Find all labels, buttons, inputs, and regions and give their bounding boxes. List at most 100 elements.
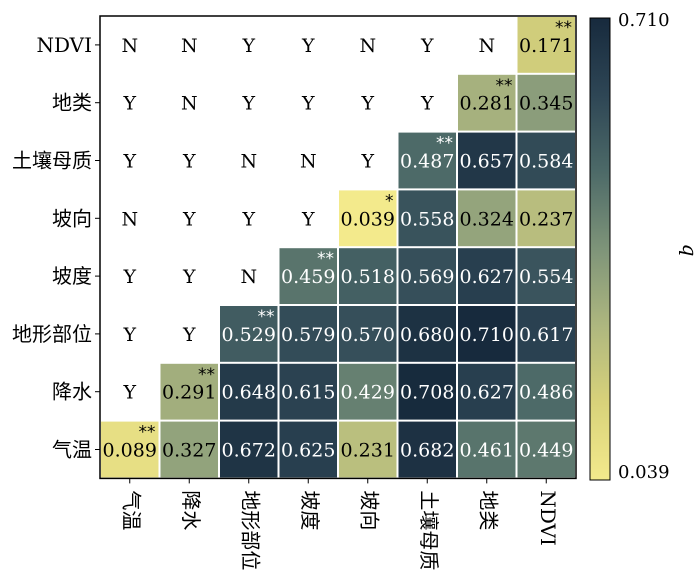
heatmap-cell [101, 421, 159, 478]
row-label: 气温 [52, 438, 92, 462]
heatmap-cell [458, 363, 516, 420]
cell-yn-label: Y [122, 93, 136, 115]
heatmap-cell [339, 421, 397, 478]
column-label: NDVI [536, 490, 560, 546]
heatmap-cell [517, 190, 575, 247]
heatmap-cell [517, 17, 575, 73]
cell-value-label: 0.461 [460, 440, 514, 462]
cell-value-label: 0.171 [519, 35, 573, 57]
cell-value-label: 0.089 [103, 440, 157, 462]
column-label: 气温 [119, 490, 143, 530]
cell-yn-label: N [240, 266, 257, 288]
cell-yn-label: Y [360, 151, 374, 173]
column-label: 地形部位 [238, 490, 262, 570]
heatmap-cell [220, 306, 278, 362]
heatmap-cell [160, 363, 218, 420]
cell-yn-label: Y [241, 208, 255, 230]
significance-marker: ** [139, 423, 156, 443]
heatmap-cell [220, 363, 278, 420]
cell-value-label: 0.625 [281, 440, 335, 462]
cell-value-label: 0.554 [519, 266, 573, 288]
heatmap-cell [339, 248, 397, 304]
row-label: 地类 [52, 91, 92, 115]
cell-value-label: 0.708 [400, 382, 454, 404]
cell-yn-label: Y [182, 266, 196, 288]
cell-value-label: 0.710 [460, 324, 514, 346]
cell-value-label: 0.617 [519, 324, 573, 346]
cell-value-label: 0.672 [222, 440, 276, 462]
heatmap-cell [279, 363, 337, 420]
cell-value-label: 0.680 [400, 324, 454, 346]
significance-marker: ** [198, 365, 215, 385]
heatmap-cell [517, 306, 575, 362]
row-label: 坡向 [52, 206, 92, 230]
cell-yn-label: Y [182, 151, 196, 173]
column-label: 坡度 [298, 490, 322, 530]
significance-marker: * [385, 191, 394, 211]
cell-value-label: 0.627 [460, 382, 514, 404]
heatmap-cell [517, 74, 575, 131]
colorbar-title: q [678, 244, 700, 257]
heatmap-cell [398, 132, 456, 189]
heatmap-cell [458, 421, 516, 478]
cell-value-label: 0.449 [519, 440, 573, 462]
cell-yn-label: Y [122, 324, 136, 346]
cell-yn-label: Y [182, 324, 196, 346]
cell-value-label: 0.324 [460, 208, 514, 230]
cell-yn-label: Y [182, 208, 196, 230]
cell-yn-label: N [478, 35, 495, 57]
heatmap-cell [339, 363, 397, 420]
heatmap-cell [160, 421, 218, 478]
column-label: 坡向 [357, 490, 381, 530]
cell-value-label: 0.627 [460, 266, 514, 288]
cell-yn-label: Y [360, 93, 374, 115]
cell-yn-label: Y [301, 208, 315, 230]
cell-yn-label: Y [122, 151, 136, 173]
heatmap-cell [517, 421, 575, 478]
cell-value-label: 0.648 [222, 382, 276, 404]
plot-frame [99, 15, 577, 480]
cell-yn-label: Y [301, 35, 315, 57]
heatmap-cell [398, 421, 456, 478]
cell-value-label: 0.657 [460, 151, 514, 173]
cell-yn-label: Y [122, 266, 136, 288]
cell-yn-label: N [240, 151, 257, 173]
cell-yn-label: N [359, 35, 376, 57]
heatmap-cell [398, 248, 456, 304]
cell-value-label: 0.570 [341, 324, 395, 346]
heatmap-cell [458, 190, 516, 247]
heatmap-cell [398, 363, 456, 420]
cell-value-label: 0.487 [400, 151, 454, 173]
cell-yn-label: N [181, 35, 198, 57]
heatmap-cell [517, 363, 575, 420]
heatmap-cell [220, 421, 278, 478]
heatmap-cell [517, 132, 575, 189]
heatmap-cell [279, 306, 337, 362]
cell-value-label: 0.327 [162, 440, 216, 462]
colorbar: 0.710 0.039 q [589, 10, 700, 483]
cell-yn-label: Y [301, 93, 315, 115]
colorbar-min-label: 0.039 [618, 462, 670, 483]
cell-value-label: 0.345 [519, 93, 573, 115]
heatmap-cell [458, 74, 516, 131]
cell-value-label: 0.682 [400, 440, 454, 462]
heatmap-cell [339, 306, 397, 362]
cell-yn-label: N [121, 35, 138, 57]
heatmap-cell [458, 306, 516, 362]
column-label: 降水 [179, 490, 203, 530]
row-label: 地形部位 [12, 322, 92, 346]
cell-yn-label: N [121, 208, 138, 230]
heatmap-cell [279, 421, 337, 478]
column-labels: 气温 降水 地形部位 坡度 坡向 土壤母质 地类 NDVI [119, 478, 560, 570]
cell-value-label: 0.569 [400, 266, 454, 288]
significance-marker: ** [258, 307, 275, 327]
row-label: 坡度 [52, 264, 92, 288]
colorbar-max-label: 0.710 [618, 10, 670, 31]
cell-value-label: 0.558 [400, 208, 454, 230]
significance-marker: ** [555, 18, 572, 38]
cell-yn-label: N [300, 151, 317, 173]
cell-yn-label: Y [420, 35, 434, 57]
